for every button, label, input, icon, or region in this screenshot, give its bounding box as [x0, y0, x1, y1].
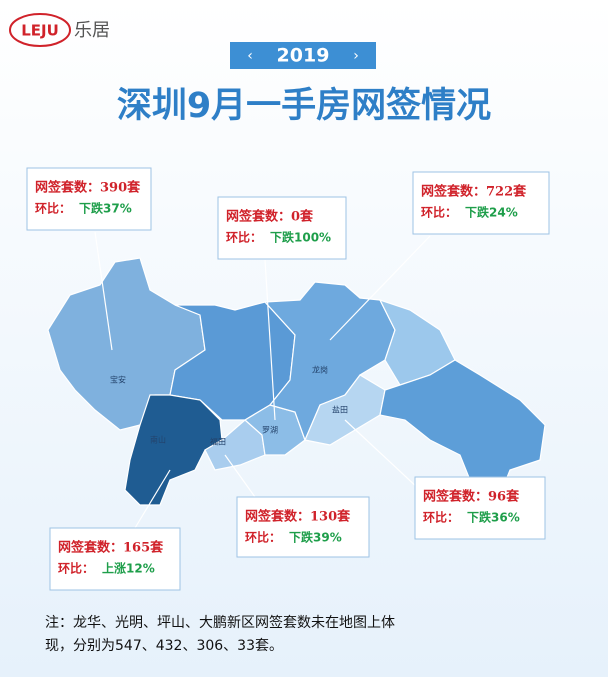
ratio: 下跌24% — [465, 205, 518, 220]
ratio: 下跌36% — [467, 510, 520, 525]
map-label: 罗湖 — [262, 426, 278, 435]
sales: 网签套数：165套 — [58, 540, 164, 556]
leader-line — [134, 469, 171, 529]
map-label: 南山 — [150, 435, 166, 445]
map-label: 盐田 — [332, 405, 348, 415]
ratio: 下跌100% — [270, 230, 331, 245]
callout-box — [412, 171, 550, 235]
map-label: 福田 — [210, 438, 226, 447]
ratio-label: 环比： — [226, 230, 262, 245]
ratio-label: 环比： — [245, 530, 281, 545]
leader-line — [329, 235, 431, 341]
ratio: 下跌39% — [289, 530, 342, 545]
year: 2019 — [277, 45, 330, 67]
sales: 网签套数：722套 — [421, 184, 527, 200]
sales: 网签套数：96套 — [423, 489, 520, 505]
callout-box — [236, 496, 370, 558]
leader-line — [264, 259, 276, 421]
svg-text:›: › — [353, 48, 359, 64]
ratio-label: 环比： — [35, 201, 71, 216]
ratio: 下跌37% — [79, 201, 132, 216]
note-line: 现，分别为547、432、306、33套。 — [45, 638, 283, 654]
leader-line — [224, 454, 256, 498]
callout-box — [217, 196, 347, 260]
callout-box — [49, 527, 181, 591]
ratio-label: 环比： — [423, 510, 459, 525]
callout-box — [26, 167, 152, 231]
logo-text: LEJU — [21, 22, 59, 40]
svg-text:‹: ‹ — [247, 48, 253, 64]
ratio-label: 环比： — [421, 205, 457, 220]
year-banner: ‹ › 2019 — [230, 42, 376, 69]
map-label: 龙岗 — [312, 365, 328, 375]
logo: LEJU 乐居 — [9, 13, 110, 47]
leader-line — [344, 419, 421, 491]
note-line: 注：龙华、光明、坪山、大鹏新区网签套数未在地图上体 — [45, 614, 395, 631]
sales: 网签套数：0套 — [226, 209, 314, 225]
ratio-label: 环比： — [58, 561, 94, 576]
title: 深圳9月一手房网签情况 — [117, 86, 491, 126]
map-label: 宝安 — [110, 375, 126, 385]
sales: 网签套数：130套 — [245, 509, 351, 525]
logo-cn: 乐居 — [74, 20, 110, 41]
map — [47, 257, 546, 506]
leader-line — [94, 231, 113, 351]
callout-box — [414, 476, 546, 540]
ratio: 上涨12% — [102, 561, 155, 576]
sales: 网签套数：390套 — [35, 180, 141, 196]
